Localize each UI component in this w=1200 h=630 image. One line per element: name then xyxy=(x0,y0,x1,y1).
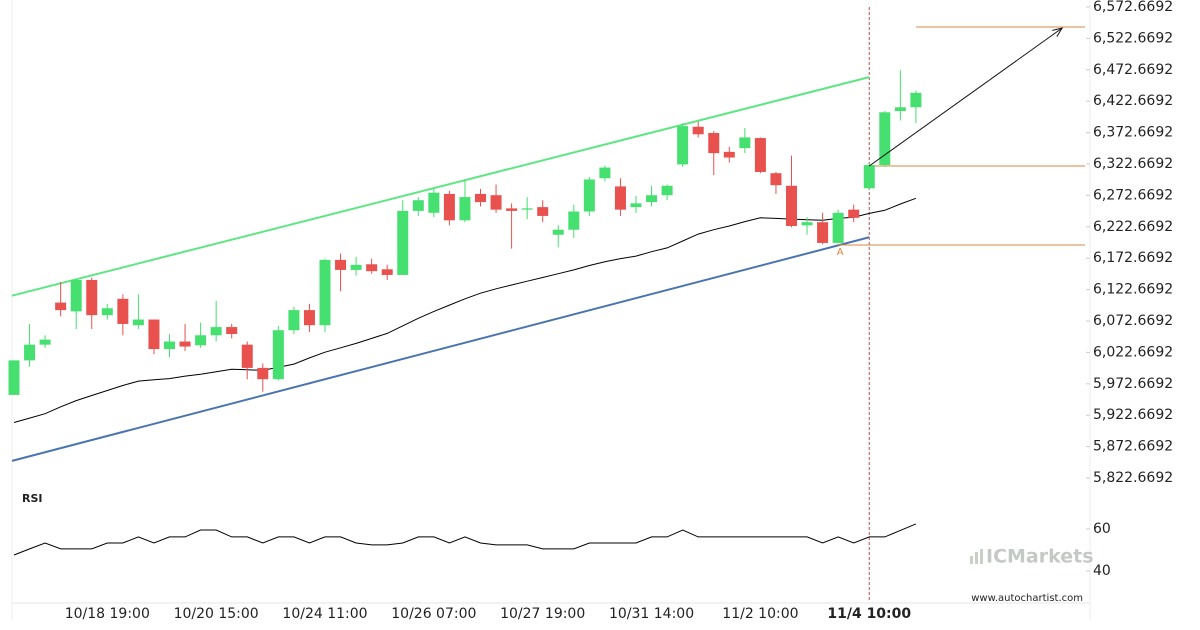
moving-average xyxy=(13,197,917,423)
candle-body xyxy=(86,279,98,316)
y-tick-label: 6,172.6692 xyxy=(1093,250,1173,266)
y-tick-label: 6,272.6692 xyxy=(1093,187,1173,203)
candle-body xyxy=(552,229,564,235)
candle-body xyxy=(801,222,813,226)
candle-body xyxy=(101,308,113,316)
x-tick-label: 10/18 19:00 xyxy=(65,606,150,622)
candle-body xyxy=(272,330,284,380)
candle-body xyxy=(350,264,362,270)
candle-body xyxy=(148,319,160,350)
x-tick-label: 10/20 15:00 xyxy=(174,606,259,622)
candle-body xyxy=(335,259,347,270)
candle-body xyxy=(677,126,689,165)
candle-body xyxy=(366,264,378,272)
y-tick-label: 6,322.6692 xyxy=(1093,156,1173,172)
rsi-tick-label: 40 xyxy=(1093,563,1111,579)
candle-body xyxy=(583,179,595,212)
candle-body xyxy=(723,151,735,158)
rsi-tick-label: 60 xyxy=(1093,521,1111,537)
candle-body xyxy=(568,211,580,230)
candle-body xyxy=(490,195,502,210)
candle-body xyxy=(257,367,269,380)
y-tick-label: 5,922.6692 xyxy=(1093,407,1173,423)
candle-body xyxy=(428,192,440,213)
candle-body xyxy=(288,310,300,331)
candle-body xyxy=(832,212,844,243)
arrow-head xyxy=(1052,27,1064,37)
candle-body xyxy=(537,207,549,216)
x-tick-label: 11/2 10:00 xyxy=(722,606,798,622)
trendline xyxy=(11,236,870,462)
y-tick-label: 6,222.6692 xyxy=(1093,219,1173,235)
candle-body xyxy=(630,203,642,208)
candle-body xyxy=(319,259,331,326)
candle-body xyxy=(132,319,144,326)
trendline xyxy=(11,76,870,297)
candle-body xyxy=(817,222,829,243)
y-tick-label: 5,972.6692 xyxy=(1093,376,1173,392)
y-tick-label: 6,022.6692 xyxy=(1093,344,1173,360)
candle-body xyxy=(848,209,860,218)
y-tick-label: 6,372.6692 xyxy=(1093,125,1173,141)
watermark: www.autochartist.com xyxy=(971,593,1083,604)
rsi-title: RSI xyxy=(22,492,43,505)
x-tick-label: 10/24 11:00 xyxy=(282,606,367,622)
candle-body xyxy=(692,126,704,135)
candle-body xyxy=(739,137,751,149)
candle-body xyxy=(646,195,658,203)
candle-body xyxy=(8,360,20,395)
level-label: A xyxy=(837,247,844,258)
candle-body xyxy=(599,167,611,179)
x-tick-label: 10/31 14:00 xyxy=(609,606,694,622)
x-tick-label: 10/27 19:00 xyxy=(500,606,585,622)
candle-body xyxy=(459,197,471,221)
candle-body xyxy=(770,173,782,186)
candle-body xyxy=(210,327,222,336)
y-tick-label: 6,522.6692 xyxy=(1093,30,1173,46)
candle-body xyxy=(506,208,518,211)
y-tick-label: 6,572.6692 xyxy=(1093,0,1173,15)
candle-body xyxy=(754,138,766,172)
candle-body xyxy=(24,344,36,361)
candle-body xyxy=(195,335,207,346)
candle-body xyxy=(164,341,175,350)
candle-body xyxy=(863,165,875,189)
candle-body xyxy=(443,193,455,221)
candle-body xyxy=(786,185,797,226)
candle-body xyxy=(521,208,533,210)
y-tick-label: 6,422.6692 xyxy=(1093,93,1173,109)
candle-body xyxy=(708,133,720,154)
candle-body xyxy=(412,200,424,211)
y-tick-label: 5,822.6692 xyxy=(1093,470,1173,486)
logo: ICMarkets xyxy=(986,546,1094,568)
candle-body xyxy=(241,344,253,368)
x-tick-label: 10/26 07:00 xyxy=(391,606,476,622)
candle-body xyxy=(117,298,129,324)
logo-icon xyxy=(970,549,983,564)
candle-body xyxy=(55,302,67,311)
x-tick-label: 11/4 10:00 xyxy=(827,606,911,622)
candle-body xyxy=(661,185,673,196)
y-tick-label: 6,472.6692 xyxy=(1093,62,1173,78)
y-tick-label: 6,072.6692 xyxy=(1093,313,1173,329)
candle-body xyxy=(910,92,922,108)
y-tick-label: 5,872.6692 xyxy=(1093,439,1173,455)
candle-body xyxy=(70,279,82,312)
candle-body xyxy=(226,327,238,334)
candle-body xyxy=(879,112,891,166)
rsi-line xyxy=(13,523,917,556)
candle-body xyxy=(381,269,393,275)
candle-body xyxy=(475,193,486,203)
candle-body xyxy=(894,107,906,112)
candle-body xyxy=(397,210,409,275)
arrow xyxy=(868,27,1063,167)
y-tick-label: 6,122.6692 xyxy=(1093,282,1173,298)
candle-body xyxy=(39,339,51,345)
candle-body xyxy=(303,310,315,326)
candle-body xyxy=(179,341,191,347)
candle-body xyxy=(614,186,626,210)
